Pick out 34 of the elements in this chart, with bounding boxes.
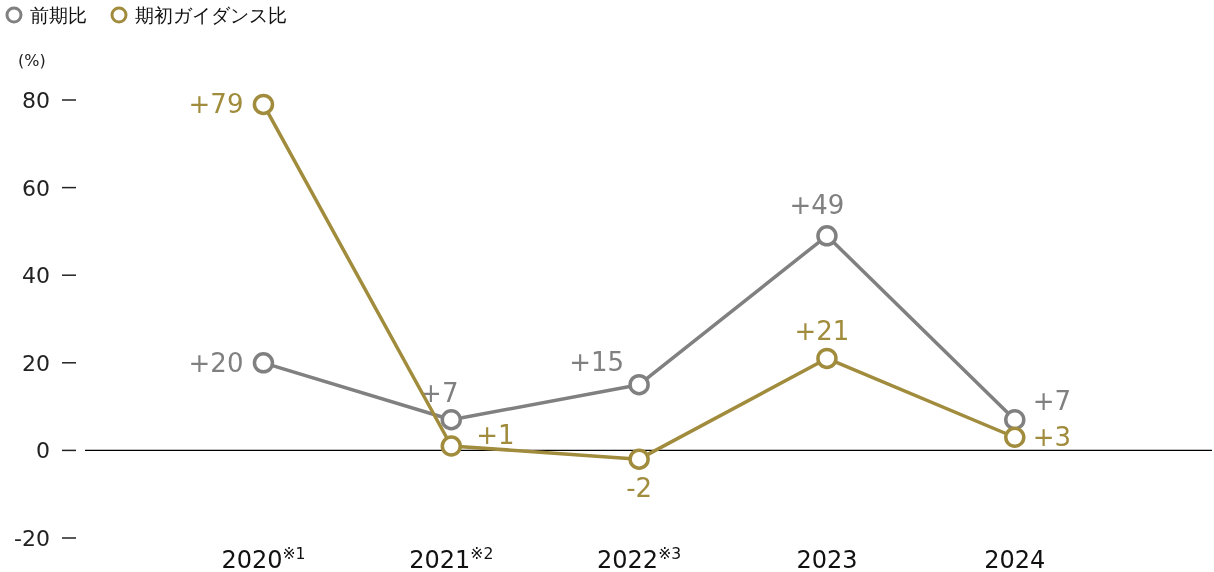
point [1004,426,1026,449]
point [628,448,650,470]
x-tick-label: 2024 [984,546,1046,572]
point [252,352,275,374]
point [816,347,838,370]
y-tick-label: 20 [22,350,50,376]
data-label: +79 [188,89,244,120]
x-tick-label: 2023 [796,546,858,572]
x-tick-label: 2021$^{※2}$ [409,545,494,572]
point [816,225,838,247]
data-label: -2 [626,473,653,504]
data-label: +49 [789,189,845,220]
point [1004,408,1026,431]
data-label: +1 [476,420,515,451]
y-tick-label: 80 [22,88,50,113]
y-tick-label: 60 [22,175,50,201]
data-label: +3 [1032,422,1072,453]
data-label: +21 [794,316,850,347]
legend-label: 期初ガイダンス比 [135,4,287,26]
point [440,435,463,457]
y-tick-label: 0 [36,438,50,464]
point [628,373,650,396]
point [252,93,275,116]
data-label: +7 [1032,385,1072,416]
y-axis-title: (%) [18,51,46,70]
x-tick-label: 2022$^{※3}$ [597,545,682,572]
x-tick-label: 2020$^{※1}$ [221,545,306,572]
y-tick-label: 40 [22,263,50,289]
legend-label: 前期比 [30,4,87,26]
data-label: +15 [569,346,625,377]
data-label: +7 [420,377,459,408]
point [440,408,463,431]
y-tick-label: -20 [14,526,50,551]
data-label: +20 [188,347,244,378]
